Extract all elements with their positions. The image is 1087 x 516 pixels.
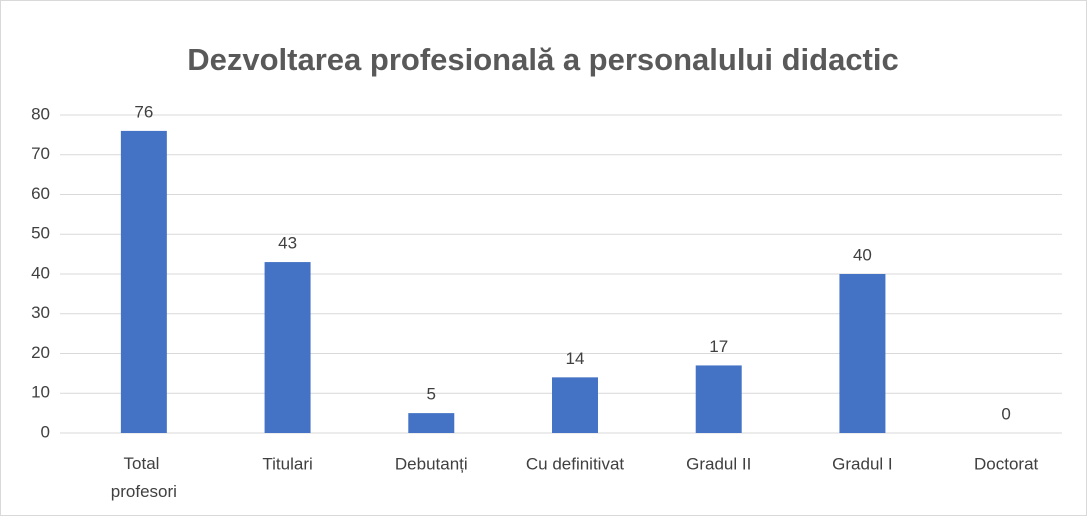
value-label: 5 xyxy=(427,385,436,404)
bar xyxy=(264,262,311,433)
value-label: 0 xyxy=(1001,404,1010,423)
value-label: 40 xyxy=(853,245,872,264)
value-label: 76 xyxy=(134,102,153,121)
y-tick-label: 60 xyxy=(31,184,50,203)
x-tick-label: Gradul II xyxy=(686,454,751,473)
x-tick-label: Gradul I xyxy=(832,454,892,473)
x-tick-label: Total profesori xyxy=(111,454,177,501)
y-tick-label: 80 xyxy=(31,104,50,123)
bar xyxy=(408,413,455,433)
bar xyxy=(839,274,886,433)
bar xyxy=(120,130,167,433)
value-label: 43 xyxy=(278,234,297,253)
x-tick-label: Titulari xyxy=(262,454,312,473)
y-tick-label: 50 xyxy=(31,224,50,243)
y-tick-label: 20 xyxy=(31,343,50,362)
x-tick-label: Doctorat xyxy=(974,454,1039,473)
y-tick-label: 10 xyxy=(31,383,50,402)
x-tick-label: Debutanți xyxy=(395,454,468,473)
y-tick-label: 30 xyxy=(31,303,50,322)
bar xyxy=(695,365,742,433)
y-tick-label: 0 xyxy=(41,422,50,441)
chart-title: Dezvoltarea profesională a personalului … xyxy=(187,42,899,77)
bar xyxy=(552,377,598,433)
value-label: 14 xyxy=(566,349,585,368)
y-tick-label: 70 xyxy=(31,144,50,163)
y-tick-label: 40 xyxy=(31,263,50,282)
value-label: 17 xyxy=(709,337,728,356)
x-tick-label: Cu definitivat xyxy=(526,454,625,473)
